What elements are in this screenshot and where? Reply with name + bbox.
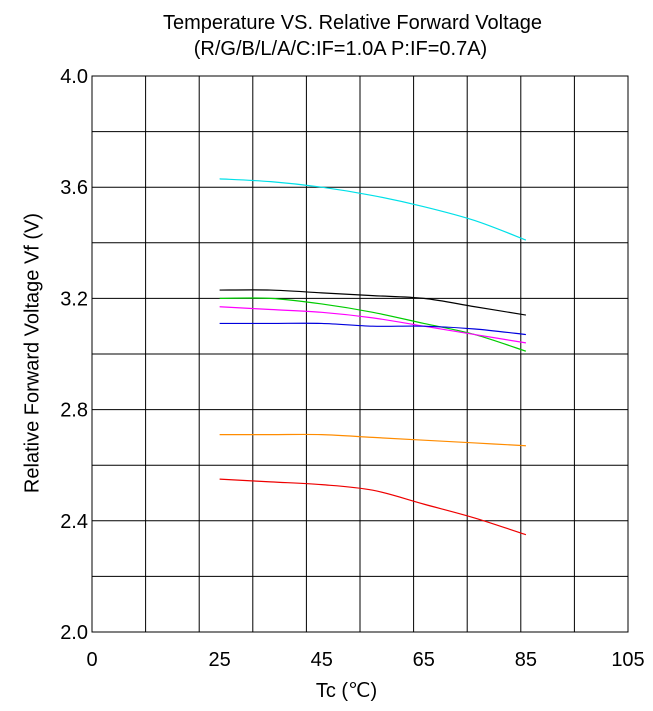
chart-subtitle: (R/G/B/L/A/C:IF=1.0A P:IF=0.7A): [193, 38, 488, 60]
tick-labels: 0 25 45 65 85 105 2.0 2.4 2.8 3.2 3.6 4.0: [60, 66, 645, 671]
y-tick-label: 3.2: [60, 288, 88, 310]
y-tick-label: 2.8: [60, 400, 88, 422]
x-tick-label: 25: [208, 649, 230, 671]
y-tick-label: 4.0: [60, 66, 88, 88]
grid: [92, 76, 628, 632]
series-line-5: [219, 322, 526, 336]
y-tick-label: 3.6: [60, 177, 88, 199]
y-tick-label: 2.4: [60, 511, 88, 533]
series-line-7: [219, 478, 527, 536]
chart-title: Temperature VS. Relative Forward Voltage: [162, 12, 543, 34]
series-line-6: [219, 433, 526, 447]
series-line-4: [219, 306, 527, 344]
series-line-3: [219, 297, 527, 352]
x-axis-label: Tc (℃): [315, 680, 378, 702]
series-lines: [219, 178, 527, 536]
x-tick-label: 45: [311, 649, 333, 671]
x-tick-label: 65: [413, 649, 435, 671]
x-tick-label: 0: [86, 649, 97, 671]
series-line-2: [219, 289, 527, 316]
x-tick-label: 105: [611, 649, 644, 671]
x-tick-label: 85: [515, 649, 537, 671]
y-tick-label: 2.0: [60, 622, 88, 644]
series-line-1: [219, 178, 527, 241]
plot-frame: [91, 75, 629, 633]
